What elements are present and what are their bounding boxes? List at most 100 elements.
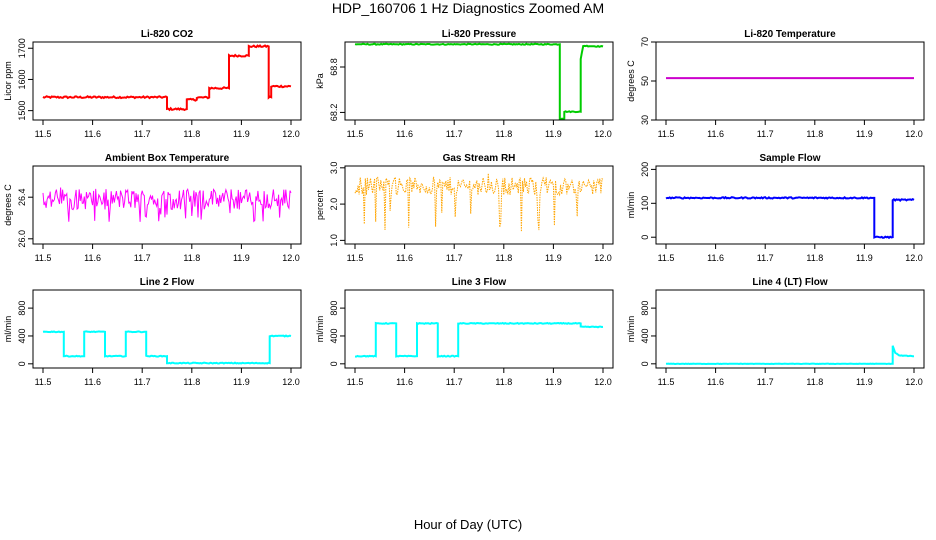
x-tick-label: 11.7	[446, 129, 463, 139]
x-tick-label: 11.6	[396, 253, 413, 263]
panel-5: Gas Stream RH 11.5 11.6 11.7 11.8 11.9 12.0 1.0…	[315, 153, 614, 263]
plot-frame	[655, 165, 925, 245]
plot-frame	[344, 41, 614, 121]
x-tick-label: 11.6	[707, 253, 724, 263]
series-line	[354, 173, 604, 232]
y-tick-label: 26.0	[17, 230, 27, 248]
x-tick-label: 11.7	[757, 377, 774, 387]
x-tick-label: 11.6	[84, 129, 101, 139]
x-tick-label: 11.5	[347, 253, 364, 263]
x-tick-label: 11.6	[707, 129, 724, 139]
y-tick-label: 50	[640, 76, 650, 86]
y-tick-label: 100	[640, 196, 650, 211]
y-tick-label: 68.8	[329, 58, 339, 76]
x-tick-label: 11.9	[856, 129, 873, 139]
y-tick-label: 1500	[17, 101, 27, 121]
x-tick-label: 11.5	[347, 377, 364, 387]
x-tick-label: 11.8	[806, 377, 823, 387]
series-path	[354, 321, 604, 358]
panel-4: Ambient Box Temperature 11.5 11.6 11.7 11.8 1…	[3, 153, 302, 263]
x-tick-label: 11.5	[658, 129, 675, 139]
x-tick-label: 11.7	[757, 253, 774, 263]
panel-title: Line 4 (LT) Flow	[752, 277, 828, 288]
series-line	[42, 330, 292, 365]
x-tick-label: 11.6	[707, 377, 724, 387]
x-tick-label: 11.5	[35, 129, 52, 139]
x-tick-label: 11.9	[545, 253, 562, 263]
plot-frame	[344, 165, 614, 245]
figure-title: HDP_160706 1 Hz Diagnostics Zoomed AM	[331, 0, 605, 16]
x-tick-label: 11.9	[233, 129, 250, 139]
x-tick-label: 12.0	[594, 253, 612, 263]
y-tick-label: 0	[329, 361, 339, 366]
x-tick-label: 11.7	[134, 377, 151, 387]
plot-frame	[32, 289, 302, 369]
y-tick-label: 68.2	[329, 104, 339, 122]
x-tick-label: 11.7	[134, 253, 151, 263]
y-axis-label: degrees C	[3, 184, 13, 226]
x-tick-label: 11.5	[347, 129, 364, 139]
y-tick-label: 30	[640, 115, 650, 125]
x-tick-label: 11.5	[35, 377, 52, 387]
series-path	[354, 42, 604, 120]
x-tick-label: 12.0	[905, 253, 923, 263]
x-tick-label: 11.7	[757, 129, 774, 139]
x-tick-label: 11.9	[233, 253, 250, 263]
x-tick-label: 11.9	[233, 377, 250, 387]
y-tick-label: 400	[640, 328, 650, 343]
y-axis-label: ml/min	[626, 316, 636, 343]
y-axis-label: ml/min	[626, 192, 636, 219]
panel-6: Sample Flow 11.5 11.6 11.7 11.8 11.9 12.0 0 100 2…	[626, 153, 925, 263]
series-line	[42, 44, 292, 112]
y-axis-label: kPa	[315, 73, 325, 89]
y-axis-label: ml/min	[3, 316, 13, 343]
panel-title: Sample Flow	[759, 153, 820, 164]
y-tick-label: 0	[17, 361, 27, 366]
x-tick-label: 11.6	[396, 129, 413, 139]
series-path	[665, 195, 915, 240]
x-tick-label: 11.8	[806, 129, 823, 139]
y-tick-label: 0	[640, 235, 650, 240]
panel-title: Li-820 CO2	[141, 29, 194, 40]
x-tick-label: 12.0	[905, 377, 923, 387]
series-line	[354, 42, 604, 120]
y-tick-label: 3.0	[329, 162, 339, 175]
plot-frame	[655, 289, 925, 369]
x-tick-label: 11.6	[84, 253, 101, 263]
x-tick-label: 11.8	[495, 129, 512, 139]
plot-frame	[344, 289, 614, 369]
x-tick-label: 11.9	[856, 253, 873, 263]
y-tick-label: 2.0	[329, 198, 339, 211]
y-tick-label: 1.0	[329, 234, 339, 247]
y-axis-label: ml/min	[315, 316, 325, 343]
panel-8: Line 3 Flow 11.5 11.6 11.7 11.8 11.9 12.0 0 400 8…	[315, 277, 614, 387]
x-tick-label: 11.8	[183, 377, 200, 387]
x-tick-label: 11.9	[545, 129, 562, 139]
panel-title: Line 2 Flow	[140, 277, 195, 288]
x-tick-label: 11.7	[134, 129, 151, 139]
x-tick-label: 11.5	[658, 253, 675, 263]
series-path	[665, 345, 915, 366]
panel-1: Li-820 CO2 11.5 11.6 11.7 11.8 11.9 12.0 1500 16…	[3, 29, 302, 139]
x-axis-label: Hour of Day (UTC)	[413, 517, 523, 532]
series-path	[42, 330, 292, 365]
x-tick-label: 11.9	[856, 377, 873, 387]
series-path	[354, 173, 604, 232]
series-line	[42, 187, 292, 223]
x-tick-label: 12.0	[905, 129, 923, 139]
series-line	[665, 195, 915, 240]
x-tick-label: 12.0	[282, 253, 300, 263]
y-tick-label: 70	[640, 37, 650, 47]
series-line	[665, 345, 915, 366]
x-tick-label: 11.9	[545, 377, 562, 387]
x-tick-label: 11.8	[806, 253, 823, 263]
x-tick-label: 11.8	[495, 377, 512, 387]
panel-7: Line 2 Flow 11.5 11.6 11.7 11.8 11.9 12.0 0 400 8…	[3, 277, 302, 387]
y-tick-label: 26.4	[17, 188, 27, 206]
series-line	[354, 321, 604, 358]
x-tick-label: 11.5	[658, 377, 675, 387]
x-tick-label: 11.7	[446, 253, 463, 263]
y-tick-label: 800	[640, 301, 650, 316]
panel-title: Li-820 Pressure	[442, 29, 517, 40]
